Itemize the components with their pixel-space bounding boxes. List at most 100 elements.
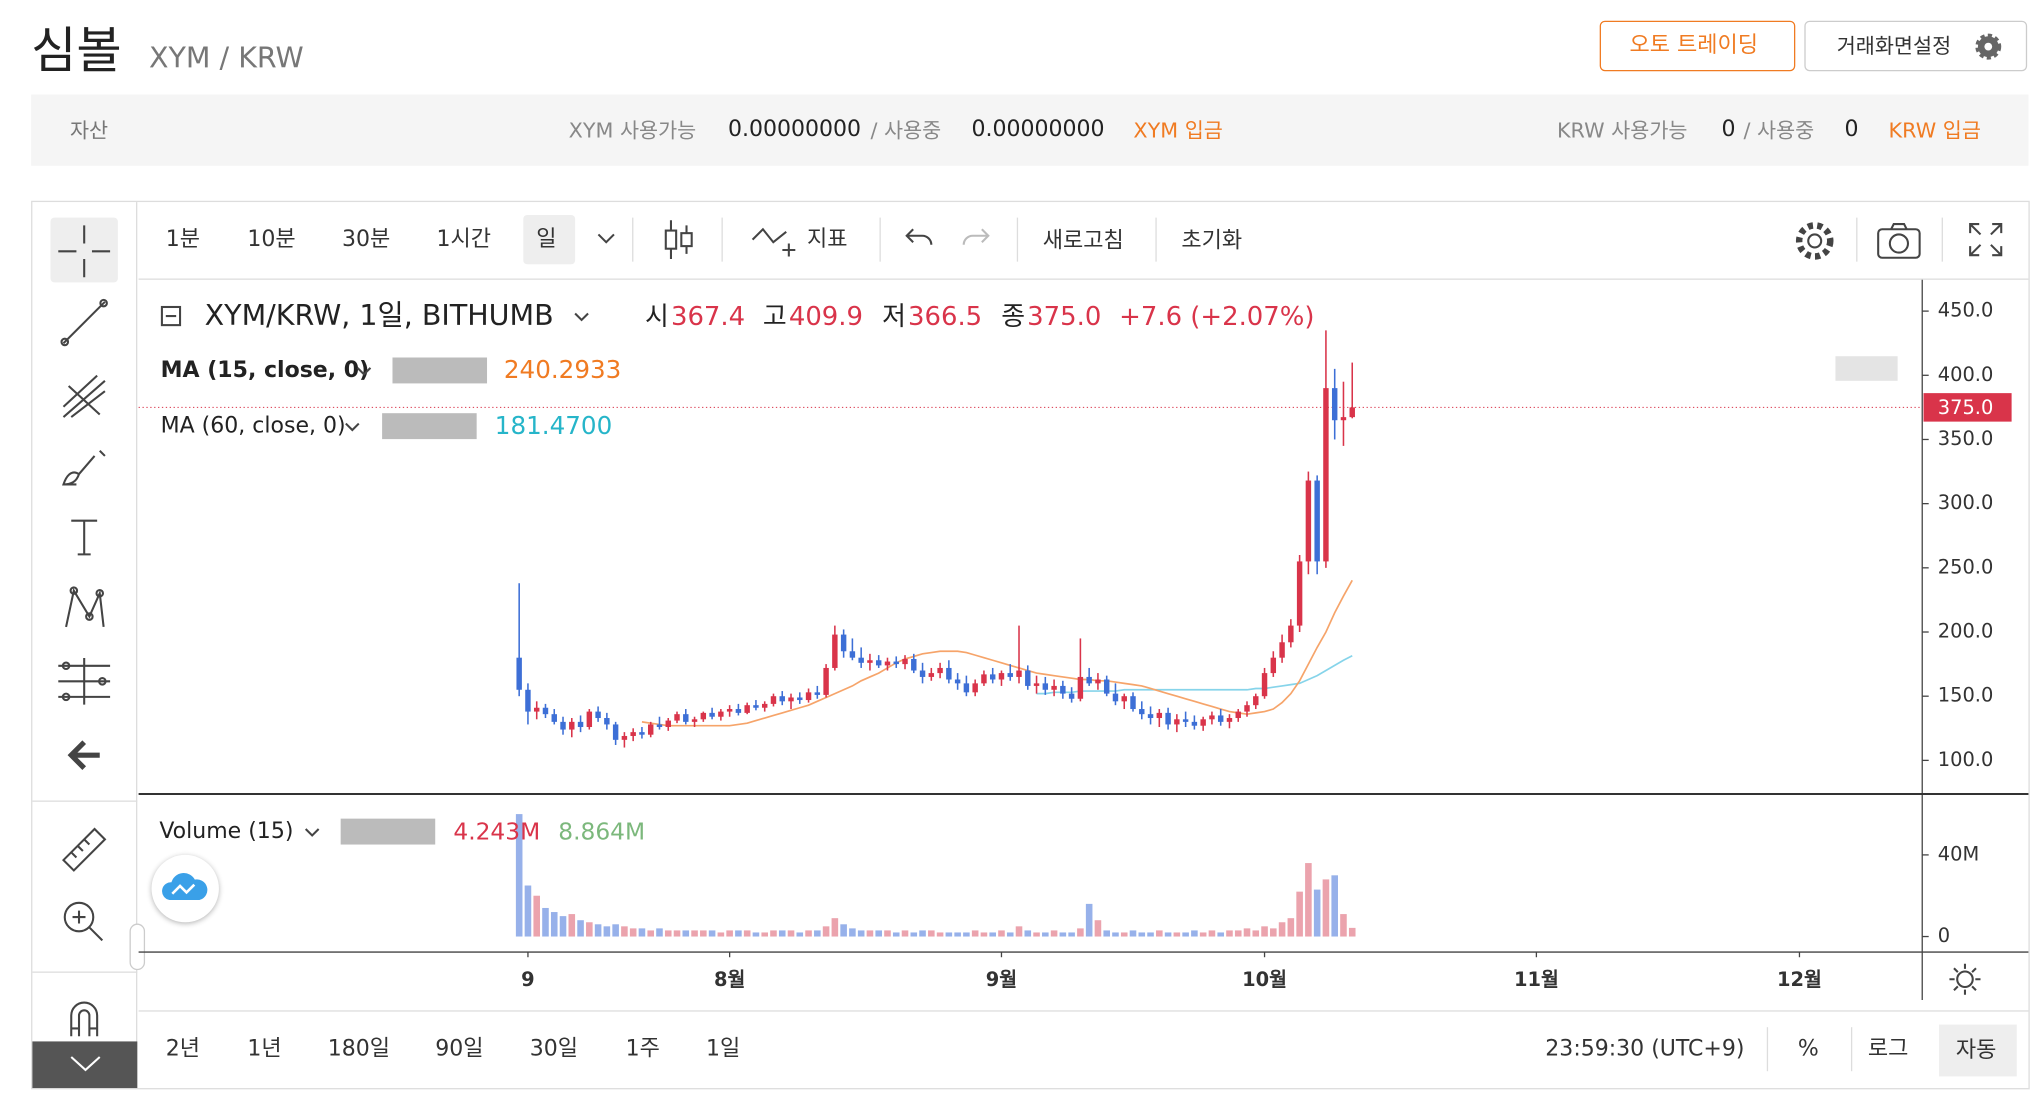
interval[interactable]: 10분 [247, 226, 296, 253]
interval[interactable]: 30분 [341, 226, 391, 253]
indicators[interactable]: 지표 [806, 226, 848, 253]
volume-bar [822, 926, 830, 937]
volume-bar [691, 930, 698, 937]
dropdown-icon[interactable] [304, 828, 320, 838]
deposit-link[interactable]: XYM 입금 [1133, 117, 1223, 143]
range[interactable]: 30일 [529, 1036, 579, 1063]
range[interactable]: 2년 [165, 1036, 201, 1063]
candle-body [665, 720, 671, 728]
y-tick-label: 400.0 [1938, 363, 1994, 386]
range[interactable]: 180일 [327, 1036, 391, 1063]
text-icon[interactable] [69, 518, 100, 557]
candle-body [1253, 696, 1259, 706]
axis-settings-icon[interactable] [1949, 963, 1981, 995]
volume-bar [638, 928, 646, 937]
value: 0.00000000 [727, 116, 862, 143]
camera-icon[interactable] [1877, 223, 1921, 259]
candle-body [919, 670, 926, 677]
range[interactable]: 1주 [625, 1036, 660, 1063]
auto-trading-button[interactable]: 오토 트레이딩 [1599, 20, 1796, 72]
logo-badge[interactable] [151, 854, 219, 923]
volume-bar [770, 930, 777, 937]
dropdown-icon[interactable] [597, 233, 615, 244]
volume-bar [814, 930, 821, 937]
dropdown-icon[interactable] [574, 312, 590, 322]
volume-bar [1085, 903, 1093, 937]
range[interactable]: 1일 [705, 1036, 741, 1063]
candle-body [849, 651, 856, 658]
indicator-icon[interactable] [751, 221, 798, 260]
measure-icon[interactable] [58, 658, 111, 705]
candle-body [560, 721, 566, 730]
pattern-icon[interactable] [61, 585, 108, 632]
y-tick-label: 100.0 [1938, 748, 1994, 771]
candle-body [656, 724, 663, 728]
volume-bar [1243, 928, 1251, 937]
volume-bar [708, 930, 716, 937]
volume-bar [1208, 930, 1216, 937]
candle-body [902, 658, 908, 665]
auto-toggle[interactable]: 자동 [1939, 1024, 2017, 1077]
collapse-icon[interactable] [160, 305, 182, 327]
candle-body [1340, 417, 1347, 421]
fullscreen-icon[interactable] [1969, 223, 2003, 257]
candle-body [1077, 676, 1084, 699]
legend-buttons[interactable] [392, 357, 488, 384]
volume-bar [1199, 932, 1207, 937]
dropdown-icon[interactable] [356, 367, 372, 377]
range[interactable]: 90일 [435, 1036, 484, 1063]
volume-bar [1252, 930, 1260, 937]
crosshair-icon [58, 225, 111, 278]
dropdown-icon[interactable] [345, 422, 361, 432]
expand-toggle[interactable] [32, 1041, 138, 1089]
interval[interactable]: 1시간 [436, 226, 492, 253]
deposit-link[interactable]: KRW 입금 [1888, 117, 1981, 143]
collapse-handle[interactable] [129, 923, 146, 971]
line-icon[interactable] [60, 298, 108, 347]
reset[interactable]: 초기화 [1181, 227, 1243, 254]
zoom-icon[interactable] [61, 899, 108, 946]
candle-body [1103, 679, 1110, 694]
ohlc-label: 시 [645, 300, 669, 332]
brush-icon[interactable] [61, 446, 108, 493]
candle-body [884, 661, 891, 666]
settings-button[interactable]: 거래화면설정 [1804, 20, 2028, 72]
redo-icon[interactable] [961, 228, 990, 249]
pane-buttons[interactable] [1835, 356, 1898, 381]
ohlc-label: 저 [882, 300, 906, 332]
fib-icon[interactable] [61, 373, 108, 420]
refresh[interactable]: 새로고침 [1042, 227, 1124, 254]
candle-body [630, 732, 636, 736]
volume-bar [621, 926, 628, 937]
undo-icon[interactable] [905, 228, 933, 249]
ma15-line [641, 579, 1353, 727]
interval[interactable]: 1분 [165, 226, 201, 253]
magnet-icon[interactable] [66, 997, 102, 1037]
candle-type-icon[interactable] [663, 220, 694, 260]
range[interactable]: 1년 [247, 1036, 282, 1063]
volume-bar [550, 912, 558, 937]
volume-value: 4.243M [453, 818, 541, 846]
volume-bar [533, 895, 541, 937]
volume-bar [682, 930, 690, 937]
volume-bar [568, 914, 576, 937]
log-toggle[interactable]: 로그 [1867, 1036, 1909, 1063]
legend-buttons[interactable] [382, 413, 477, 440]
candle-body [840, 634, 847, 652]
volume-bar [901, 930, 909, 937]
candle-body [525, 689, 531, 712]
back-icon[interactable] [66, 738, 102, 772]
volume-bar [1261, 926, 1268, 937]
candle-body [612, 724, 619, 740]
pair: XYM / KRW [148, 42, 304, 76]
ruler-icon[interactable] [61, 826, 108, 873]
candle-body [1025, 670, 1031, 686]
candle-body [946, 667, 952, 680]
settings-icon[interactable] [1794, 220, 1835, 261]
volume-bar [647, 930, 654, 937]
percent-toggle[interactable]: % [1797, 1036, 1819, 1063]
candle-body [998, 673, 1005, 680]
candle-body [647, 724, 654, 735]
interval-selected[interactable]: 일 [523, 215, 576, 265]
legend-buttons[interactable] [340, 818, 436, 845]
